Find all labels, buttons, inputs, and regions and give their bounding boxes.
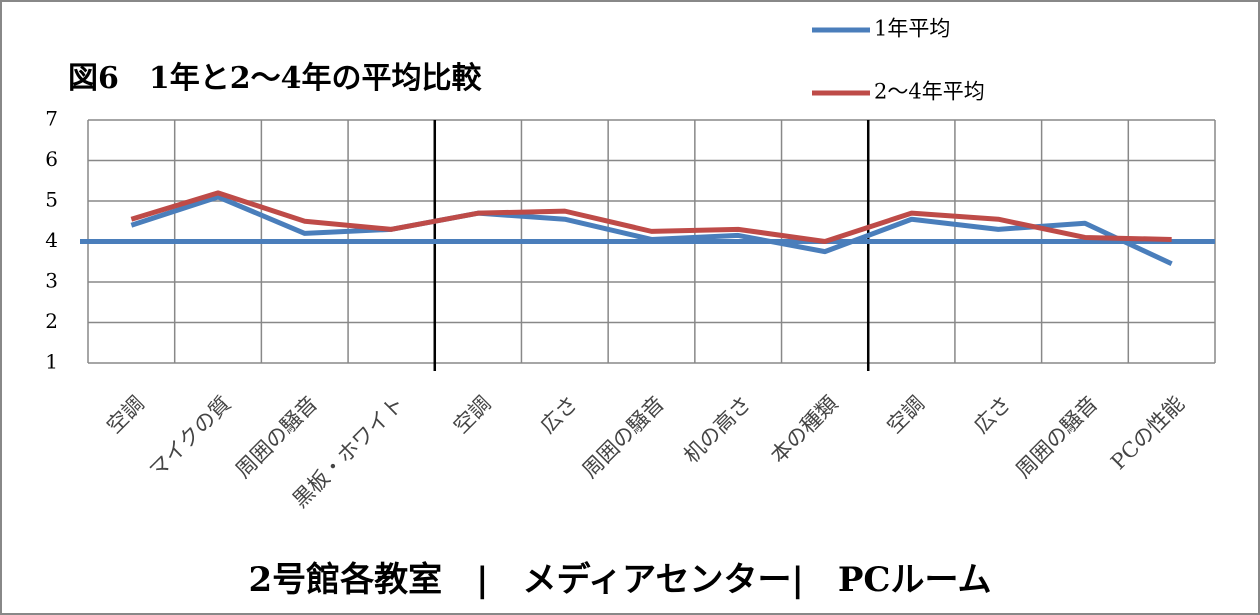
chart-title: 図6 1年と2～4年の平均比較 — [68, 61, 482, 96]
group-labels: 2号館各教室 | メディアセンター| PCルーム — [249, 560, 992, 600]
x-tick-label: 周囲の騒音 — [1011, 391, 1102, 482]
y-tick-label: 2 — [45, 309, 58, 333]
legend-label: 1年平均 — [874, 17, 950, 41]
x-tick-label: PCの性能 — [1106, 391, 1189, 474]
y-tick-label: 5 — [45, 188, 58, 212]
y-tick-label: 3 — [45, 269, 58, 293]
x-tick-label: 空調 — [449, 391, 496, 438]
legend-label: 2～4年平均 — [874, 80, 985, 104]
y-tick-label: 4 — [45, 228, 58, 252]
series-line — [130, 190, 1172, 244]
x-tick-label: 空調 — [882, 391, 929, 438]
y-tick-label: 6 — [45, 147, 58, 171]
y-tick-label: 1 — [45, 350, 58, 374]
series-line — [130, 194, 1173, 267]
x-tick-label: 空調 — [102, 391, 149, 438]
x-tick-label: 周囲の騒音 — [578, 391, 669, 482]
x-tick-label: 机の高さ — [679, 391, 755, 467]
x-tick-label: 本の種類 — [766, 391, 842, 467]
x-tick-label: マイクの質 — [145, 391, 236, 482]
x-tick-label: 広さ — [536, 391, 583, 438]
x-tick-label: 広さ — [969, 391, 1016, 438]
y-tick-label: 7 — [45, 107, 58, 131]
x-tick-label: 周囲の騒音 — [231, 391, 322, 482]
